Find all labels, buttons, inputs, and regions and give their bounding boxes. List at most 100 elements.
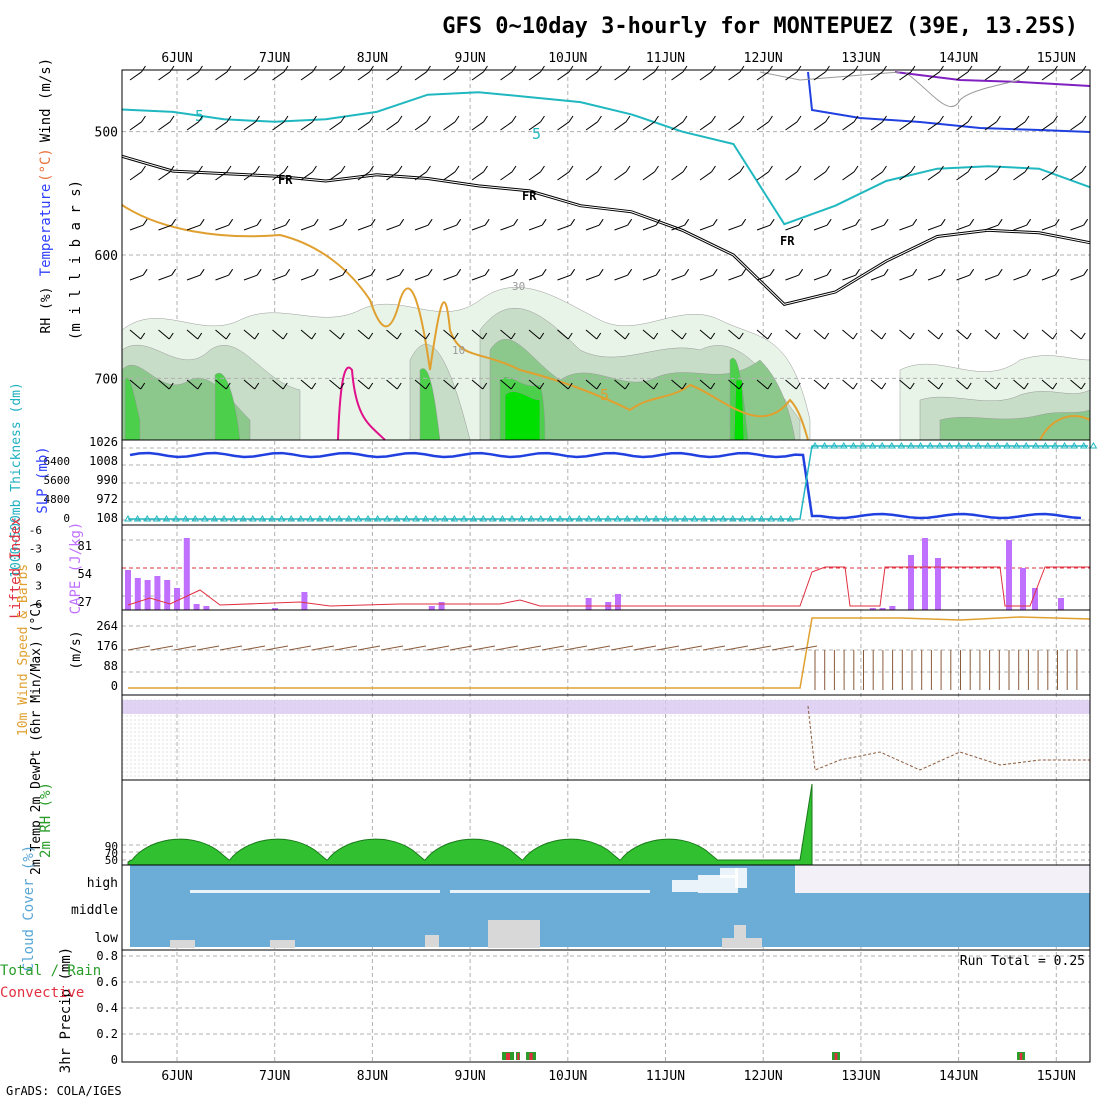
bottom-date-label: 13JUN xyxy=(841,1069,880,1084)
wind-barb xyxy=(728,274,742,281)
wind-barb-flag xyxy=(826,268,832,276)
cloud-ylabel: Cloud Cover (%) xyxy=(21,845,37,971)
thickness-marker xyxy=(632,515,641,522)
thickness-marker xyxy=(268,515,276,522)
thickness-marker xyxy=(820,442,829,449)
thickness-marker xyxy=(152,515,161,522)
wind-barb-flag xyxy=(598,218,604,226)
cape-bar xyxy=(428,606,435,610)
cloud-patch-white xyxy=(190,890,440,893)
wind-barb xyxy=(870,121,883,131)
thickness-marker xyxy=(709,515,718,522)
cape-bar xyxy=(879,608,886,610)
wind10-barb xyxy=(771,645,795,651)
thickness-marker xyxy=(935,442,944,449)
temp2m-band xyxy=(122,700,1090,714)
wind-barb-flag xyxy=(340,65,346,73)
wind10-barb xyxy=(794,645,818,651)
thickness-marker xyxy=(700,515,708,522)
thickness-marker xyxy=(748,515,756,522)
wind10-barb xyxy=(242,645,266,651)
wind-barb-flag xyxy=(912,218,918,226)
wind-barb-flag xyxy=(456,218,462,226)
wind-barb-flag xyxy=(312,65,317,73)
precip-convective-bar xyxy=(834,1053,838,1060)
thickness-marker xyxy=(220,515,228,522)
wind-barb-flag xyxy=(140,332,146,340)
wind-barb xyxy=(614,379,626,390)
wind-barb xyxy=(1013,274,1027,281)
wind-barb xyxy=(984,171,997,181)
wind-barb xyxy=(899,71,912,81)
wind-barb-flag xyxy=(198,165,203,173)
thickness-marker xyxy=(431,515,440,522)
wind-barb xyxy=(785,274,799,281)
wind-barb xyxy=(300,379,313,390)
wind-barb xyxy=(842,121,855,131)
thickness-marker xyxy=(556,515,564,522)
cloud-patch-white xyxy=(698,875,738,893)
wind-barb-flag xyxy=(228,218,234,226)
bottom-date-label: 11JUN xyxy=(646,1069,685,1084)
thickness-marker xyxy=(859,442,867,449)
thickness-marker xyxy=(133,515,142,522)
wind-barb-flag xyxy=(198,115,203,123)
wind-barb xyxy=(984,329,997,340)
wind-barb xyxy=(870,329,883,340)
cape-bar xyxy=(174,588,180,610)
wind-barb xyxy=(443,379,455,390)
wind-barb-flag xyxy=(739,115,745,123)
thickness-marker xyxy=(450,515,459,522)
thickness-marker xyxy=(964,442,973,449)
cape-ylabel: CAPE (J/kg) xyxy=(68,522,84,615)
wind-barb xyxy=(927,379,940,390)
thickness-marker xyxy=(594,515,603,522)
magenta-isotherm-line xyxy=(337,366,386,441)
wind-barb xyxy=(300,121,313,131)
wind-barb xyxy=(1070,171,1083,181)
wind-barb-flag xyxy=(852,332,858,340)
thickness-marker xyxy=(354,515,363,522)
wind-barb xyxy=(471,274,486,281)
wind-barb xyxy=(186,71,199,81)
thickness-marker xyxy=(392,515,401,522)
wind-barb xyxy=(870,171,883,181)
wind-barb-flag xyxy=(312,115,317,123)
wind-barb xyxy=(1041,329,1054,340)
bottom-date-label: 7JUN xyxy=(259,1069,290,1084)
contour-label-fr: FR xyxy=(522,189,537,203)
wind-barb xyxy=(557,71,570,81)
thickness-marker xyxy=(1079,442,1088,449)
thickness-marker xyxy=(811,442,819,449)
wind-barb-flag xyxy=(482,382,488,390)
wind-barb xyxy=(357,121,370,131)
wind-barb-flag xyxy=(397,115,403,123)
wind-barb xyxy=(756,224,771,231)
isotherm-purple-line xyxy=(894,71,1091,87)
wind-barb xyxy=(129,379,142,390)
wind-barb xyxy=(186,171,199,181)
wind-barb xyxy=(243,224,258,231)
panel-frame xyxy=(121,949,1091,1063)
wind-barb-flag xyxy=(738,332,744,340)
wind-barb-flag xyxy=(625,65,631,73)
thickness-marker xyxy=(277,515,286,522)
wind-barb-flag xyxy=(825,65,830,73)
top-date-label: 14JUN xyxy=(939,51,978,66)
wind-barb xyxy=(414,121,427,131)
wind-barb xyxy=(300,224,315,231)
wind-barb-flag xyxy=(141,115,146,123)
wind-barb-flag xyxy=(1081,115,1087,123)
wind-barb xyxy=(1070,121,1083,131)
wind-barb-flag xyxy=(996,115,1001,123)
wind10-barb xyxy=(196,645,220,651)
li-tick-label: -3 xyxy=(29,543,42,556)
wind-barb-flag xyxy=(141,65,146,73)
wind-barb-flag xyxy=(511,165,517,173)
wind-barb-flag xyxy=(1081,165,1087,173)
thickness-marker xyxy=(680,515,689,522)
wind-barb xyxy=(357,274,372,281)
wind-barb-flag xyxy=(168,332,174,340)
cape-bar xyxy=(154,576,161,610)
wind-barb-flag xyxy=(311,332,317,340)
